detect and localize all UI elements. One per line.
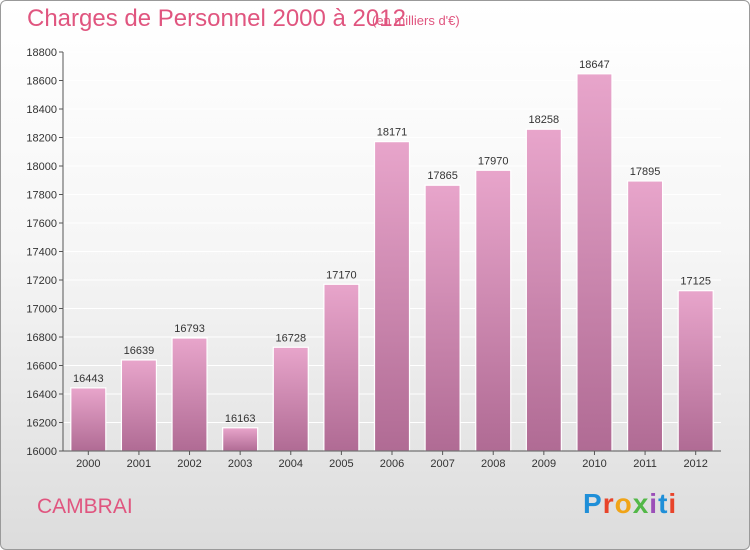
bar-2003 bbox=[222, 427, 259, 452]
bar-2006 bbox=[373, 141, 411, 452]
bar-2001 bbox=[120, 359, 158, 452]
x-tick-label-2005: 2005 bbox=[329, 458, 353, 470]
y-tick-label: 17400 bbox=[26, 247, 57, 259]
bar-2002 bbox=[171, 337, 208, 452]
y-tick-label: 18000 bbox=[26, 161, 57, 173]
y-tick-label: 18200 bbox=[26, 133, 57, 145]
x-tick-label-2009: 2009 bbox=[532, 458, 556, 470]
data-label-2000: 16443 bbox=[73, 373, 104, 385]
logo-letter: P bbox=[583, 488, 603, 519]
logo-letter: x bbox=[632, 488, 650, 519]
data-label-2004: 16728 bbox=[275, 332, 306, 344]
y-tick-label: 16000 bbox=[26, 446, 57, 458]
x-tick-label-2011: 2011 bbox=[633, 458, 657, 470]
y-tick-label: 16200 bbox=[26, 418, 57, 430]
y-axis-tick-labels: 16000 16200 16400 16600 16800 17000 17200 17400… bbox=[26, 47, 63, 458]
chart-title: Charges de Personnel 2000 à 2012 bbox=[27, 5, 406, 32]
data-label-2011: 17895 bbox=[630, 166, 661, 178]
x-tick-label-2004: 2004 bbox=[279, 458, 303, 470]
bar-2000 bbox=[70, 387, 107, 452]
x-tick-label-2003: 2003 bbox=[228, 458, 252, 470]
data-label-2006: 18171 bbox=[377, 127, 408, 139]
data-label-2001: 16639 bbox=[124, 345, 155, 357]
bar-2012 bbox=[677, 290, 714, 452]
bar-2008 bbox=[475, 169, 512, 452]
data-label-2012: 17125 bbox=[680, 276, 711, 288]
logo-letter: t bbox=[658, 488, 669, 519]
data-label-2010: 18647 bbox=[579, 59, 610, 71]
data-label-2002: 16793 bbox=[174, 323, 205, 335]
logo-letter: r bbox=[602, 488, 615, 519]
x-tick-label-2001: 2001 bbox=[127, 458, 151, 470]
chart-subtitle: (en milliers d'€) bbox=[372, 13, 460, 28]
x-tick-label-2007: 2007 bbox=[430, 458, 454, 470]
bar-2007 bbox=[424, 184, 461, 452]
proxiti-logo: Proxiti bbox=[583, 488, 677, 520]
data-label-2003: 16163 bbox=[225, 413, 256, 425]
city-name: CAMBRAI bbox=[37, 495, 133, 518]
bar-2010 bbox=[576, 73, 613, 452]
logo-letter: i bbox=[649, 488, 659, 519]
y-tick-label: 17800 bbox=[26, 190, 57, 202]
data-label-2007: 17865 bbox=[427, 170, 458, 182]
x-tick-label-2008: 2008 bbox=[481, 458, 505, 470]
logo-letter: o bbox=[614, 488, 633, 519]
x-tick-label-2012: 2012 bbox=[683, 458, 707, 470]
axes bbox=[62, 52, 721, 452]
data-label-2009: 18258 bbox=[529, 114, 560, 126]
bar-2011 bbox=[626, 180, 664, 452]
y-tick-label: 16800 bbox=[26, 332, 57, 344]
bar-2005 bbox=[323, 283, 360, 452]
x-tick-label-2000: 2000 bbox=[76, 458, 100, 470]
y-tick-label: 17600 bbox=[26, 218, 57, 230]
x-tick-label-2006: 2006 bbox=[380, 458, 404, 470]
y-tick-label: 18600 bbox=[26, 76, 57, 88]
data-labels: 16443 16639 16793 16163 16728 17170 18171 17865… bbox=[73, 59, 711, 425]
y-tick-label: 17200 bbox=[26, 275, 57, 287]
x-tick-label-2010: 2010 bbox=[582, 458, 606, 470]
y-tick-label: 16600 bbox=[26, 361, 57, 373]
y-tick-label: 17000 bbox=[26, 304, 57, 316]
bar-2004 bbox=[272, 346, 309, 452]
data-label-2005: 17170 bbox=[326, 269, 357, 281]
bars bbox=[70, 73, 714, 452]
bar-2009 bbox=[525, 128, 562, 452]
y-tick-label: 16400 bbox=[26, 389, 57, 401]
y-tick-label: 18800 bbox=[26, 47, 57, 59]
data-label-2008: 17970 bbox=[478, 155, 509, 167]
x-tick-label-2002: 2002 bbox=[177, 458, 201, 470]
logo-letter: i bbox=[668, 488, 678, 519]
x-axis-tick-labels: 2000 2001 2002 2003 2004 2005 2006 2007 2008 2009… bbox=[76, 451, 708, 470]
y-tick-label: 18400 bbox=[26, 104, 57, 116]
